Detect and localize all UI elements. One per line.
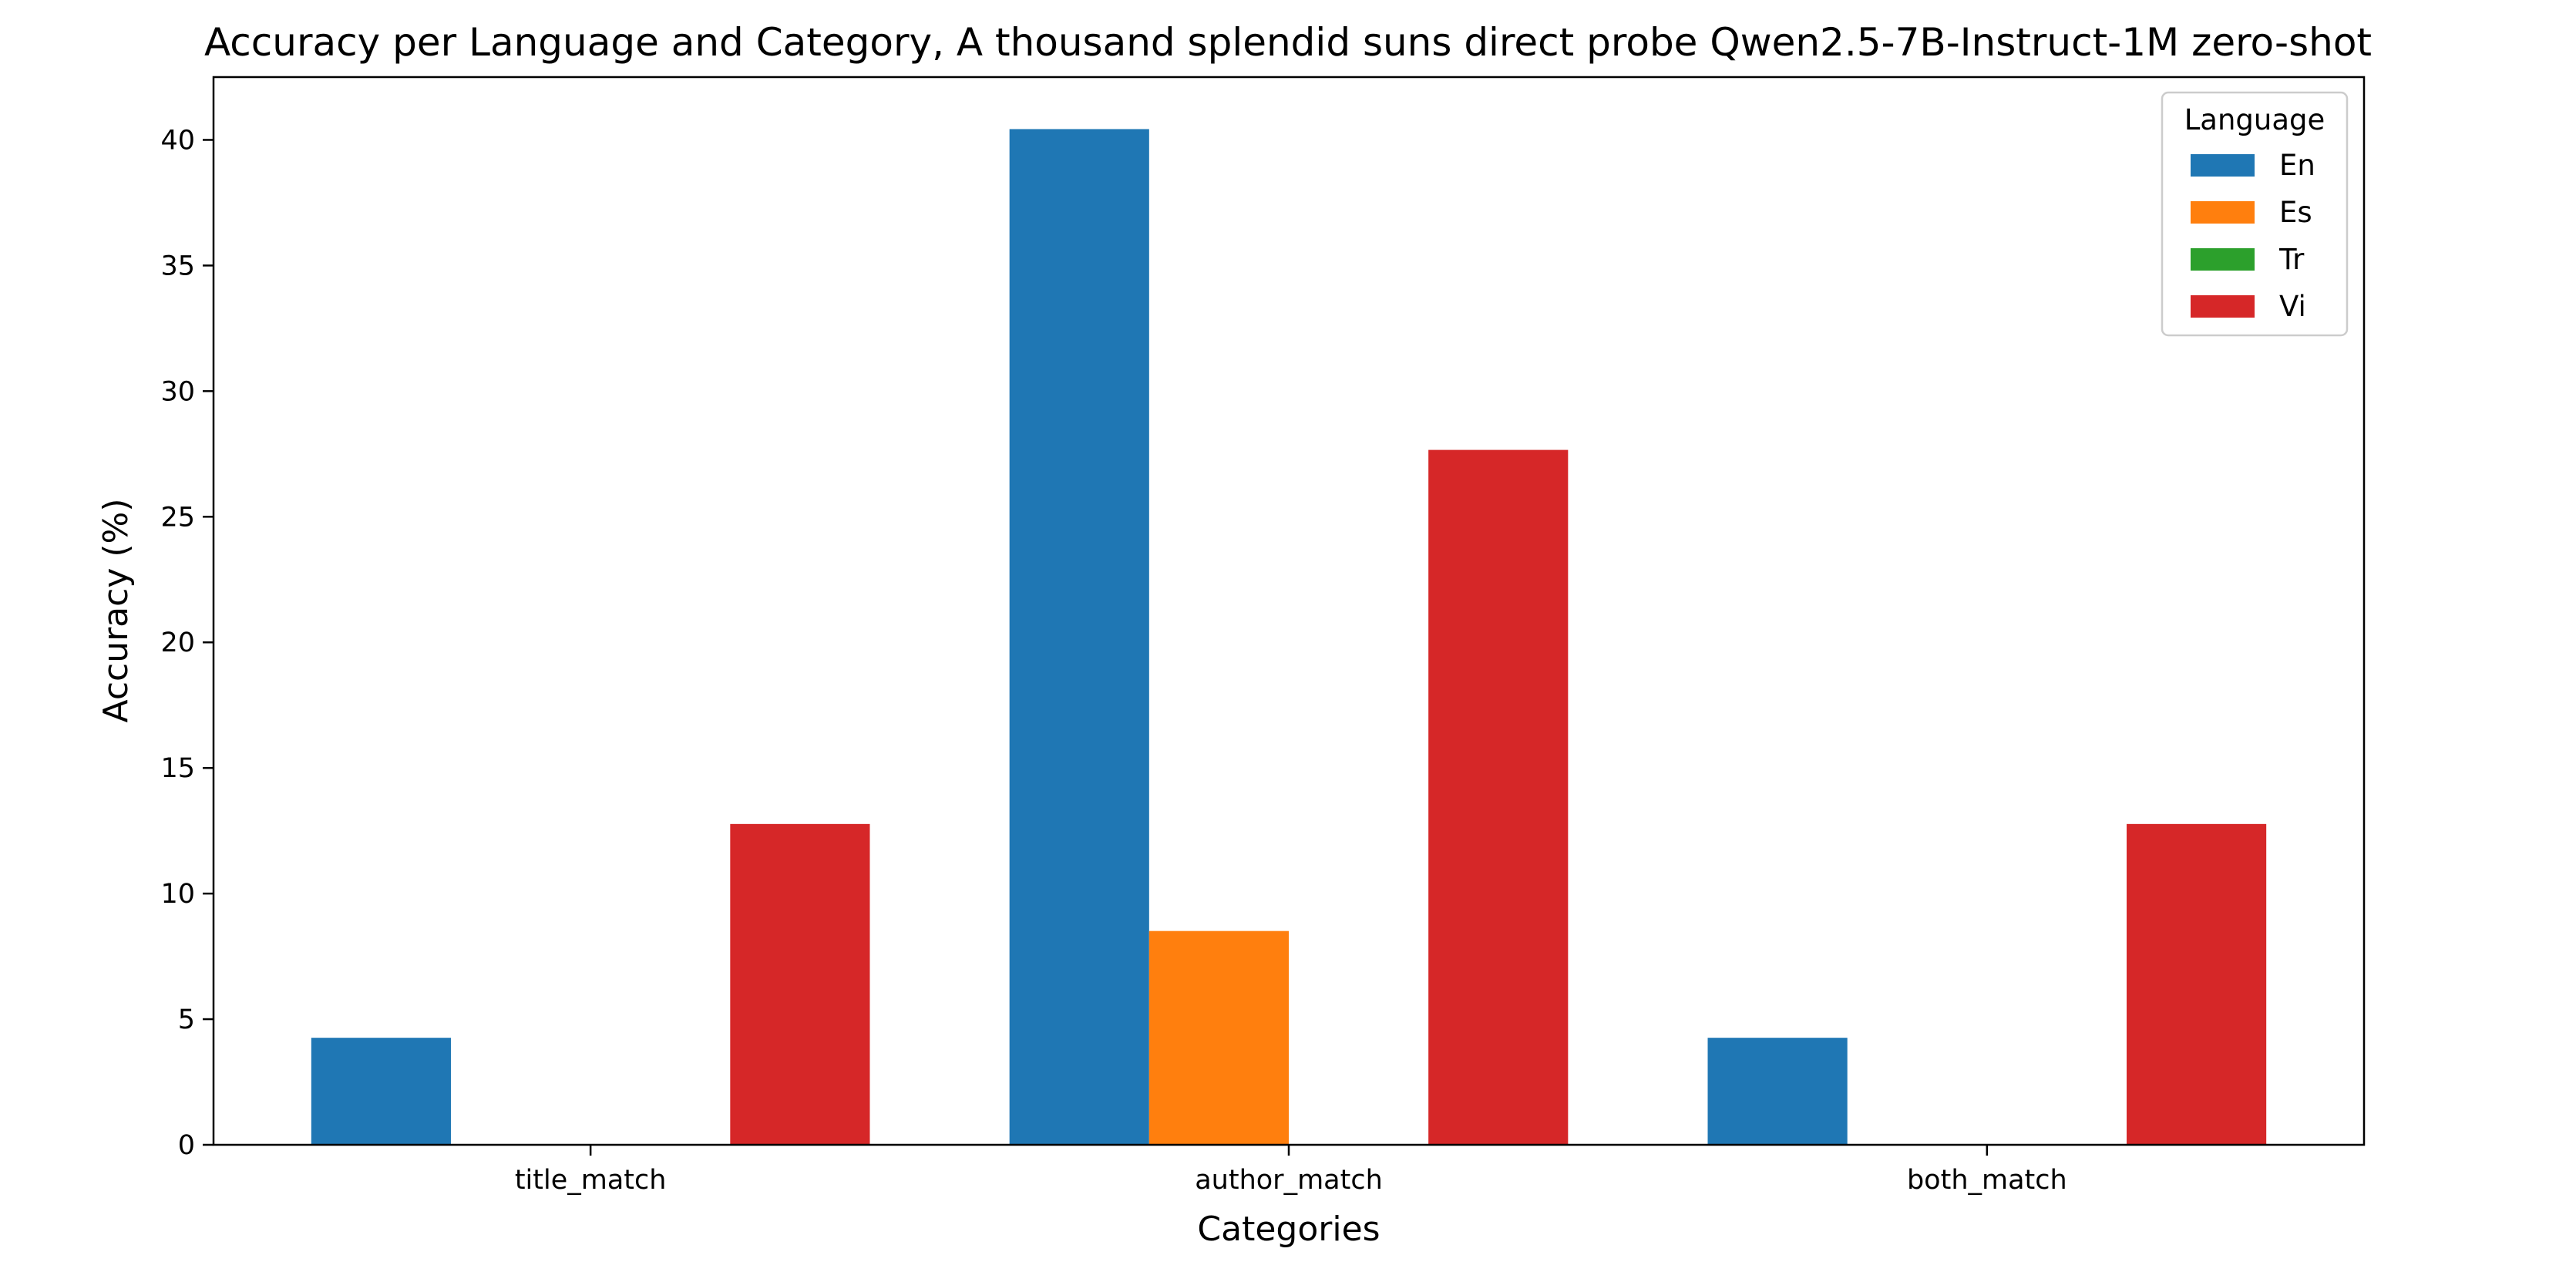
bar-es-author-match (1148, 930, 1289, 1145)
legend-label-en: En (2279, 149, 2315, 182)
x-tick-label: title_match (515, 1165, 667, 1196)
chart-title: Accuracy per Language and Category, A th… (204, 20, 2372, 65)
y-tick-label: 20 (160, 628, 195, 658)
legend-swatch-tr (2191, 248, 2255, 271)
legend-label-vi: Vi (2279, 290, 2306, 323)
y-tick-label: 30 (160, 376, 195, 407)
bar-vi-author-match (1428, 449, 1569, 1145)
x-axis-label: Categories (1197, 1210, 1380, 1249)
bar-vi-both-match (2127, 823, 2267, 1145)
legend-swatch-es (2191, 201, 2255, 224)
legend-items: En Es Tr Vi (2191, 149, 2315, 323)
y-tick-label: 40 (160, 125, 195, 156)
y-tick-label: 15 (160, 753, 195, 784)
legend-label-tr: Tr (2278, 243, 2305, 276)
legend: Language En Es Tr Vi (2161, 91, 2349, 337)
y-tick-label: 5 (178, 1004, 195, 1035)
y-axis: 0 5 10 15 20 25 30 35 40 (160, 125, 214, 1161)
bar-en-author-match (1009, 129, 1149, 1145)
legend-label-es: Es (2279, 196, 2312, 229)
bars-group (311, 129, 2267, 1145)
legend-swatch-vi (2191, 295, 2255, 318)
y-tick-label: 35 (160, 251, 195, 281)
y-tick-label: 25 (160, 502, 195, 533)
bar-en-title-match (311, 1038, 451, 1145)
legend-swatch-en (2191, 154, 2255, 177)
y-tick-label: 0 (178, 1130, 195, 1161)
x-axis: title_match author_match both_match (515, 1145, 2067, 1196)
y-tick-label: 10 (160, 879, 195, 910)
bar-en-both-match (1707, 1038, 1848, 1145)
bar-vi-title-match (730, 823, 870, 1145)
y-axis-label: Accuracy (%) (96, 498, 136, 722)
legend-title: Language (2184, 103, 2325, 136)
x-tick-label: author_match (1195, 1165, 1383, 1196)
x-tick-label: both_match (1907, 1165, 2067, 1196)
